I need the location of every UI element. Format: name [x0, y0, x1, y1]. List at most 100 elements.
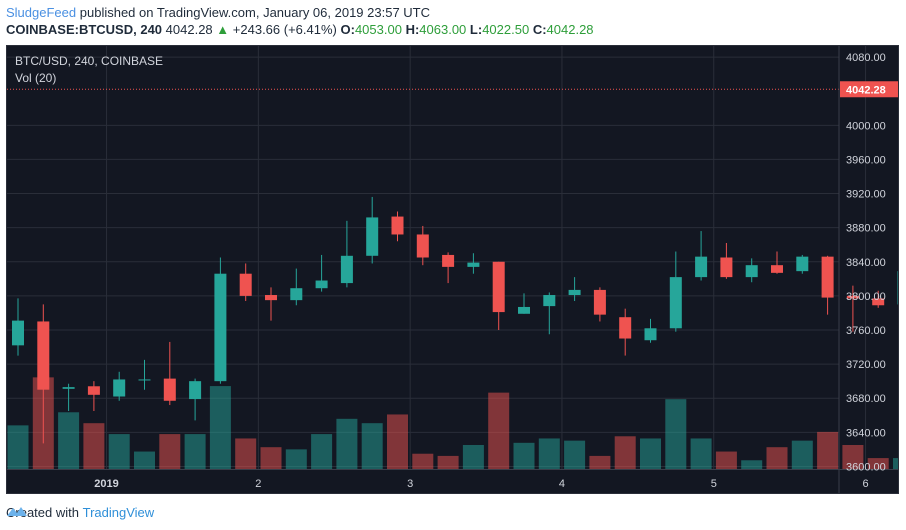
candle-body: [644, 328, 657, 341]
candle-body: [745, 265, 758, 278]
y-tick-label: 3840.00: [846, 257, 886, 269]
candle-body: [619, 317, 632, 339]
volume-bar: [817, 431, 839, 469]
volume-bar: [589, 455, 611, 469]
candle-body: [315, 280, 328, 289]
candle-body: [669, 277, 682, 329]
volume-bar: [159, 434, 181, 469]
volume-bar: [741, 460, 763, 469]
candle-body: [442, 254, 455, 267]
volume-bar: [108, 434, 130, 469]
change-value: +243.66 (+6.41%): [232, 22, 337, 37]
candle-body: [872, 298, 885, 306]
close-label: C:: [532, 22, 547, 37]
volume-bar: [893, 458, 898, 469]
volume-bar: [766, 447, 788, 469]
volume-bar: [260, 447, 282, 469]
x-tick-label: 3: [407, 478, 413, 490]
candle-body: [37, 321, 50, 390]
volume-legend: Vol (20): [15, 71, 57, 85]
candle-body: [821, 256, 834, 298]
volume-bar: [285, 449, 307, 469]
volume-bar: [235, 438, 257, 469]
candle-body: [340, 255, 353, 284]
close-value: 4042.28: [546, 22, 594, 37]
volume-bar: [184, 434, 206, 469]
open-label: O:: [340, 22, 355, 37]
candle-body: [366, 217, 379, 256]
candle-body: [189, 381, 202, 400]
publish-info: SludgeFeed published on TradingView.com,…: [6, 5, 430, 20]
candle-body: [12, 320, 24, 346]
volume-bar: [842, 445, 864, 469]
candle-body: [87, 386, 100, 395]
y-tick-label: 3800.00: [846, 291, 886, 303]
x-tick-label: 2019: [94, 478, 118, 490]
created-with-text: Created with: [6, 505, 79, 520]
candle-body: [113, 379, 126, 397]
x-tick-label: 5: [711, 478, 717, 490]
volume-bar: [564, 440, 586, 469]
price-chart[interactable]: 3600.00 3640.00 3680.00 3720.00 3760.00 3800.…: [7, 46, 899, 494]
y-tick-label: 3720.00: [846, 359, 886, 371]
y-tick-label: 3920.00: [846, 189, 886, 201]
volume-bar: [7, 425, 29, 469]
x-tick-label: 6: [862, 478, 868, 490]
volume-bar: [488, 392, 510, 469]
up-arrow-icon: ▲: [216, 22, 230, 37]
chart-area[interactable]: 3600.00 3640.00 3680.00 3720.00 3760.00 3800.…: [6, 45, 899, 494]
candle-body: [771, 265, 783, 273]
high-label: H:: [405, 22, 420, 37]
candle-body: [492, 261, 505, 313]
volume-bar: [361, 423, 383, 469]
volume-bar: [715, 451, 737, 469]
volume-bar: [791, 440, 813, 469]
candle-body: [467, 262, 480, 267]
x-tick-label: 2: [255, 478, 261, 490]
volume-bar: [311, 434, 333, 469]
volume-bar: [513, 442, 535, 469]
chart-background: [7, 46, 898, 493]
chart-legend-title: BTC/USD, 240, COINBASE: [15, 54, 164, 68]
candle-body: [543, 295, 556, 307]
volume-bar: [134, 451, 155, 469]
y-tick-label: 3960.00: [846, 154, 886, 166]
candle-body: [239, 273, 252, 296]
open-value: 4053.00: [354, 22, 402, 37]
volume-bar: [412, 453, 434, 469]
volume-bar: [867, 458, 889, 469]
candle-body: [897, 271, 898, 305]
published-text: published on TradingView.com, January 06…: [79, 5, 431, 20]
candle-body: [265, 295, 277, 301]
volume-bar: [209, 386, 231, 469]
volume-bar: [437, 455, 459, 469]
y-tick-label: 4080.00: [846, 52, 886, 64]
volume-bar: [538, 438, 560, 469]
y-tick-label: 4000.00: [846, 120, 886, 132]
volume-bar: [614, 436, 636, 469]
volume-bar: [462, 445, 484, 469]
y-tick-label: 3680.00: [846, 393, 886, 405]
last-price-tag: [840, 81, 898, 98]
candle-body: [138, 379, 151, 381]
last-price-label: 4042.28: [846, 84, 886, 96]
candle-body: [163, 378, 176, 401]
candle-body: [214, 273, 227, 382]
volume-bar: [640, 438, 661, 469]
volume-bar: [690, 438, 712, 469]
author-link[interactable]: SludgeFeed: [6, 5, 77, 20]
candle-body: [568, 289, 581, 296]
volume-bar: [665, 399, 687, 469]
candle-body: [518, 306, 530, 314]
ohlc-header: COINBASE:BTCUSD, 240 4042.28 ▲ +243.66 (…: [6, 22, 594, 37]
candle-body: [846, 295, 859, 299]
footer: Created with TradingView: [6, 505, 154, 520]
tradingview-link[interactable]: TradingView: [82, 505, 155, 520]
volume-bar: [387, 414, 408, 469]
low-label: L:: [469, 22, 483, 37]
candle-body: [62, 387, 75, 389]
candle-body: [290, 288, 303, 301]
y-tick-label: 3760.00: [846, 325, 886, 337]
y-tick-label: 3600.00: [846, 461, 886, 473]
x-tick-label: 4: [559, 478, 565, 490]
